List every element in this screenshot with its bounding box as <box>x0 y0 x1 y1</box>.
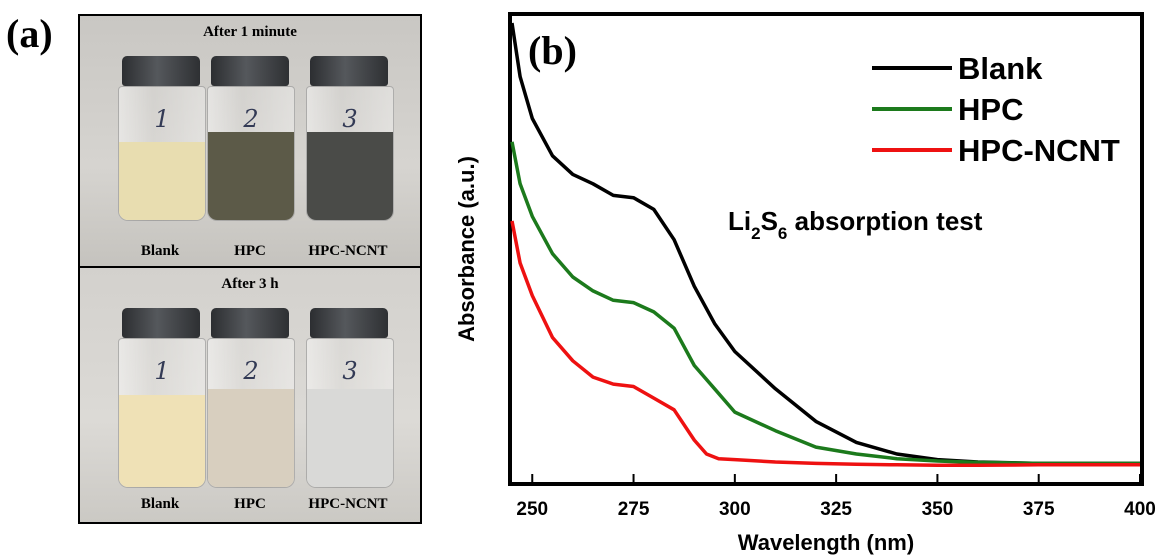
vial-cap <box>211 56 289 86</box>
vial-liquid <box>208 389 294 487</box>
legend-label-hpc: HPC <box>958 92 1023 127</box>
y-axis-label: Absorbance (a.u.) <box>454 156 479 342</box>
vial-mark: 3 <box>342 105 358 133</box>
chart-annotation: Li2S6 absorption test <box>728 206 983 243</box>
vial-label-blank: Blank <box>140 496 180 512</box>
vial-mark: 1 <box>154 357 170 385</box>
x-tick-label: 300 <box>719 499 751 520</box>
photo-title: After 3 h <box>221 276 279 292</box>
plot-frame <box>508 12 1144 486</box>
x-tick-label: 275 <box>618 499 650 520</box>
panel-a-label: (a) <box>6 11 53 56</box>
vial-liquid <box>307 389 393 487</box>
panel-b-label: (b) <box>528 28 577 73</box>
vial-hpc: 2 <box>207 308 295 488</box>
x-tick-label: 250 <box>516 499 548 520</box>
vial-label-hpc-ncnt: HPC-NCNT <box>308 243 388 259</box>
vial-liquid <box>119 142 205 220</box>
x-tick-label: 400 <box>1124 499 1156 520</box>
vial-liquid <box>119 395 205 487</box>
legend-label-hpc-ncnt: HPC-NCNT <box>958 133 1120 168</box>
vial-label-hpc-ncnt: HPC-NCNT <box>308 496 388 512</box>
vial-cap <box>211 308 289 338</box>
photo-after-3-h: After 3 h 1 2 3 Blank HPC HPC-NCNT <box>78 266 422 524</box>
vial-label-blank: Blank <box>140 243 180 259</box>
vial-liquid <box>208 132 294 220</box>
vial-label-hpc: HPC <box>234 496 266 512</box>
vial-mark: 2 <box>243 105 259 133</box>
x-tick-label: 325 <box>820 499 852 520</box>
x-tick-label: 350 <box>922 499 954 520</box>
x-axis-ticks: 250 275 300 325 350 375 400 <box>516 474 1156 520</box>
vial-hpc: 2 <box>207 56 295 221</box>
vial-cap <box>310 56 388 86</box>
vial-mark: 2 <box>243 357 259 385</box>
series-line-hpc-ncnt <box>510 220 1140 467</box>
legend-label-blank: Blank <box>958 51 1043 86</box>
vial-cap <box>122 308 200 338</box>
vial-cap <box>122 56 200 86</box>
photo-title: After 1 minute <box>203 24 297 40</box>
series-line-hpc <box>510 141 1140 466</box>
vial-mark: 3 <box>342 357 358 385</box>
vial-liquid <box>307 132 393 220</box>
vial-hpc-ncnt: 3 <box>306 308 394 488</box>
vial-hpc-ncnt: 3 <box>306 56 394 221</box>
x-axis-label: Wavelength (nm) <box>738 530 914 555</box>
legend: Blank HPC HPC-NCNT <box>872 51 1120 168</box>
series-layer <box>510 22 1140 467</box>
x-tick-label: 375 <box>1023 499 1055 520</box>
photo-after-1-minute: After 1 minute 1 2 3 Blank HPC HPC-NCNT <box>78 14 422 268</box>
vial-cap <box>310 308 388 338</box>
vial-blank: 1 <box>118 308 206 488</box>
vial-blank: 1 <box>118 56 206 221</box>
series-line-blank <box>510 22 1140 466</box>
vial-label-hpc: HPC <box>234 243 266 259</box>
vial-mark: 1 <box>154 105 170 133</box>
